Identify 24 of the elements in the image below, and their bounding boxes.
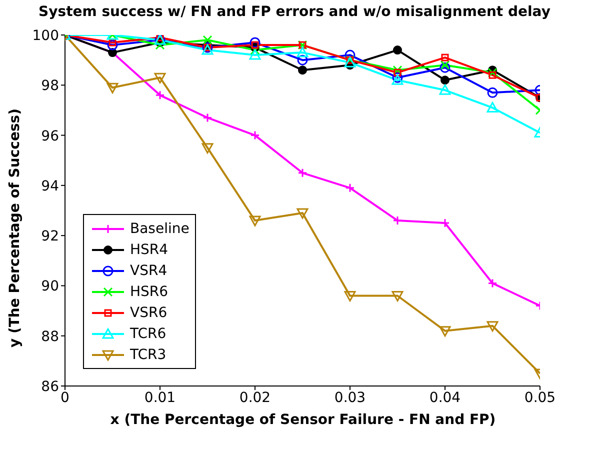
x-tick-label: 0.01 <box>144 390 176 406</box>
y-tick-label: 86 <box>41 378 60 395</box>
y-tick-label: 100 <box>32 28 59 44</box>
x-tick-label: 0.03 <box>334 390 366 406</box>
y-axis-title: y (The Percentage of Success) <box>7 107 23 350</box>
chart-title: System success w/ FN and FP errors and w/o misalignment delay <box>38 4 552 20</box>
y-tick-label: 94 <box>41 178 60 194</box>
y-tick-label: 96 <box>41 128 60 144</box>
y-tick-label: 90 <box>41 278 59 295</box>
y-tick-label: 88 <box>41 328 59 345</box>
legend-label: TCR6 <box>130 326 166 342</box>
legend-label: VSR6 <box>130 304 168 320</box>
y-tick-label: 98 <box>41 78 59 94</box>
x-axis-title: x (The Percentage of Sensor Failure - FN and FP) <box>109 412 497 428</box>
x-tick-label: 0 <box>60 390 70 406</box>
legend-label: HSR4 <box>130 242 168 258</box>
x-tick-label: 0.02 <box>239 390 271 406</box>
x-tick-label: 0.04 <box>429 390 461 406</box>
legend-label: HSR6 <box>130 284 168 300</box>
legend-label: Baseline <box>130 220 190 236</box>
y-tick-label: 92 <box>41 228 59 245</box>
x-tick-label: 0.05 <box>524 390 556 406</box>
legend-label: TCR3 <box>130 346 166 362</box>
legend-label: VSR4 <box>130 262 168 278</box>
